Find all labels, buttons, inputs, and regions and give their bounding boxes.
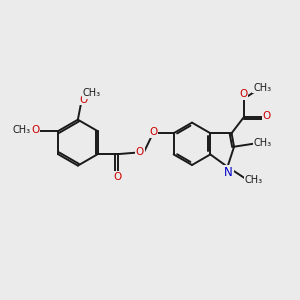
Text: O: O bbox=[149, 127, 158, 137]
Text: O: O bbox=[136, 147, 144, 157]
Text: CH₃: CH₃ bbox=[245, 175, 263, 184]
Text: O: O bbox=[79, 94, 87, 105]
Text: CH₃: CH₃ bbox=[253, 82, 271, 93]
Text: O: O bbox=[239, 89, 248, 99]
Text: O: O bbox=[114, 172, 122, 182]
Text: CH₃: CH₃ bbox=[254, 138, 272, 148]
Text: CH₃: CH₃ bbox=[13, 125, 31, 135]
Text: N: N bbox=[224, 166, 233, 179]
Text: O: O bbox=[31, 125, 39, 135]
Text: O: O bbox=[263, 111, 271, 122]
Text: CH₃: CH₃ bbox=[83, 88, 101, 98]
